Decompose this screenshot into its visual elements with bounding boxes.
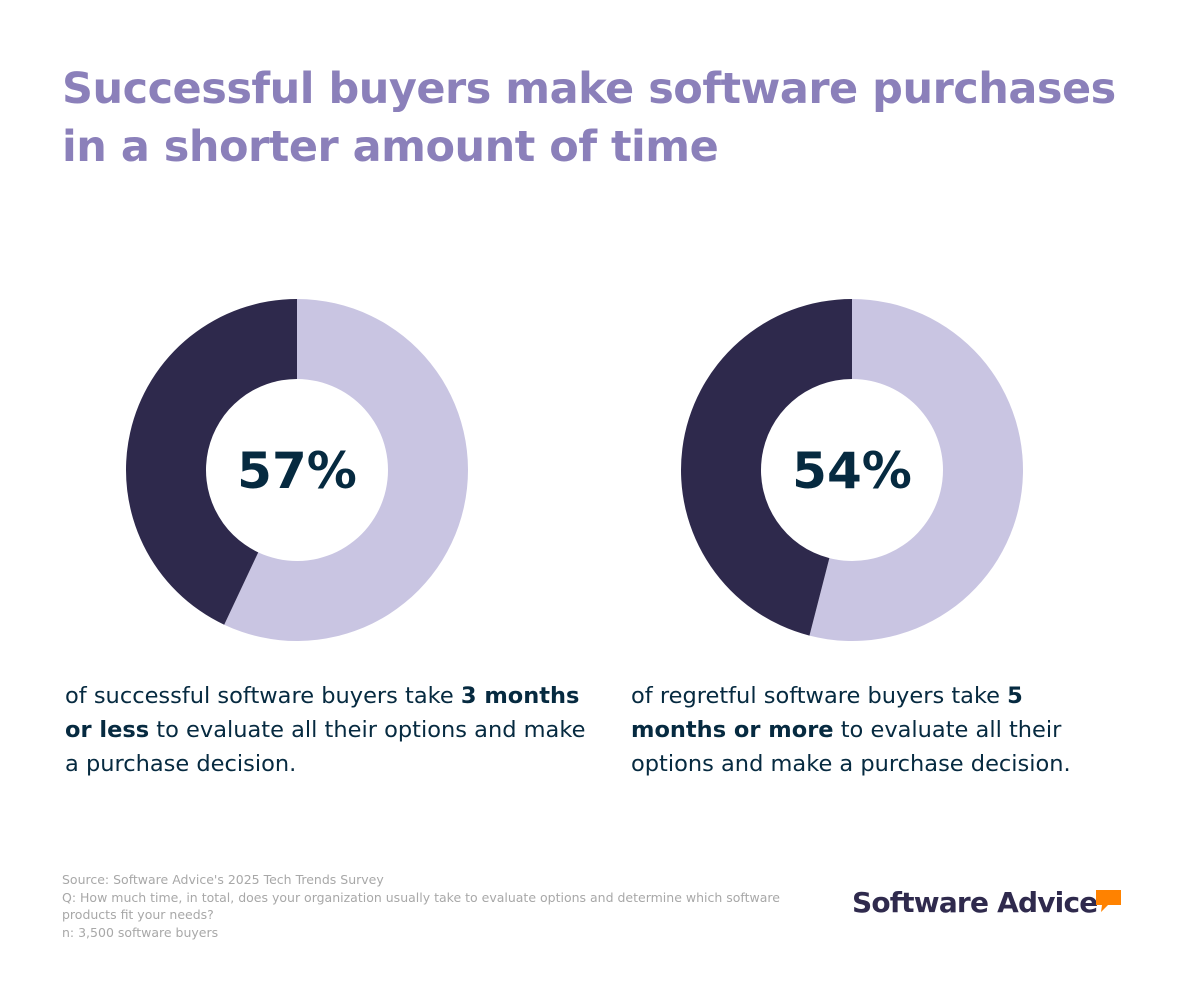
donut-slice-remainder xyxy=(680,299,852,636)
speech-bubble-icon xyxy=(1096,890,1121,912)
page-title: Successful buyers make software purchase… xyxy=(62,64,1116,172)
donut-slice-remainder xyxy=(126,299,297,625)
donut-slice-highlight xyxy=(809,299,1023,641)
donut-chart-54: 54% xyxy=(680,299,1023,641)
donut-chart-57: 57% xyxy=(126,299,469,641)
software-advice-logo: Software Advice xyxy=(852,886,1152,936)
source-note: Source: Software Advice's 2025 Tech Tren… xyxy=(62,871,782,941)
caption-highlight: 5 months or more xyxy=(631,683,1023,743)
logo-text: Software Advice xyxy=(852,886,1098,919)
question-line: Q: How much time, in total, does your or… xyxy=(62,889,780,923)
caption-highlight: 3 months or less xyxy=(65,683,580,743)
caption-regretful-buyers: of regretful software buyers take 5 mont… xyxy=(631,679,1111,781)
donut-center-label: 57% xyxy=(237,442,357,500)
caption-successful-buyers: of successful software buyers take 3 mon… xyxy=(65,679,590,781)
caption-text: of successful software buyers take xyxy=(65,683,461,709)
caption-text: to evaluate all their options and make a… xyxy=(65,717,586,777)
sample-size-line: n: 3,500 software buyers xyxy=(62,924,219,940)
source-line: Source: Software Advice's 2025 Tech Tren… xyxy=(62,872,384,887)
caption-text: of regretful software buyers take xyxy=(631,683,1008,709)
caption-text: to evaluate all their options and make a… xyxy=(631,717,1071,777)
donut-slice-highlight xyxy=(224,299,469,641)
donut-center-label: 54% xyxy=(792,442,912,500)
